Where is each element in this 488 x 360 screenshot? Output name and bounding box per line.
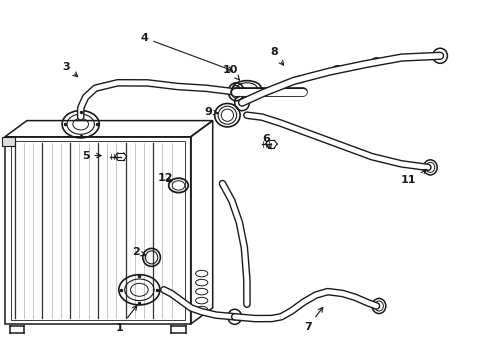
Circle shape xyxy=(332,66,342,73)
Text: 2: 2 xyxy=(132,247,145,257)
Text: 1: 1 xyxy=(116,306,137,333)
Text: 9: 9 xyxy=(203,107,218,117)
Text: 7: 7 xyxy=(304,307,322,332)
Text: 6: 6 xyxy=(262,134,271,149)
Text: 12: 12 xyxy=(157,173,173,183)
Text: 10: 10 xyxy=(223,65,239,80)
Circle shape xyxy=(295,76,305,83)
Text: 8: 8 xyxy=(269,47,283,65)
Text: 5: 5 xyxy=(81,150,101,161)
Circle shape xyxy=(261,88,271,95)
Text: 11: 11 xyxy=(400,170,426,185)
Circle shape xyxy=(371,58,381,65)
Text: 3: 3 xyxy=(62,62,78,77)
FancyBboxPatch shape xyxy=(2,137,15,146)
Text: 4: 4 xyxy=(140,33,232,71)
